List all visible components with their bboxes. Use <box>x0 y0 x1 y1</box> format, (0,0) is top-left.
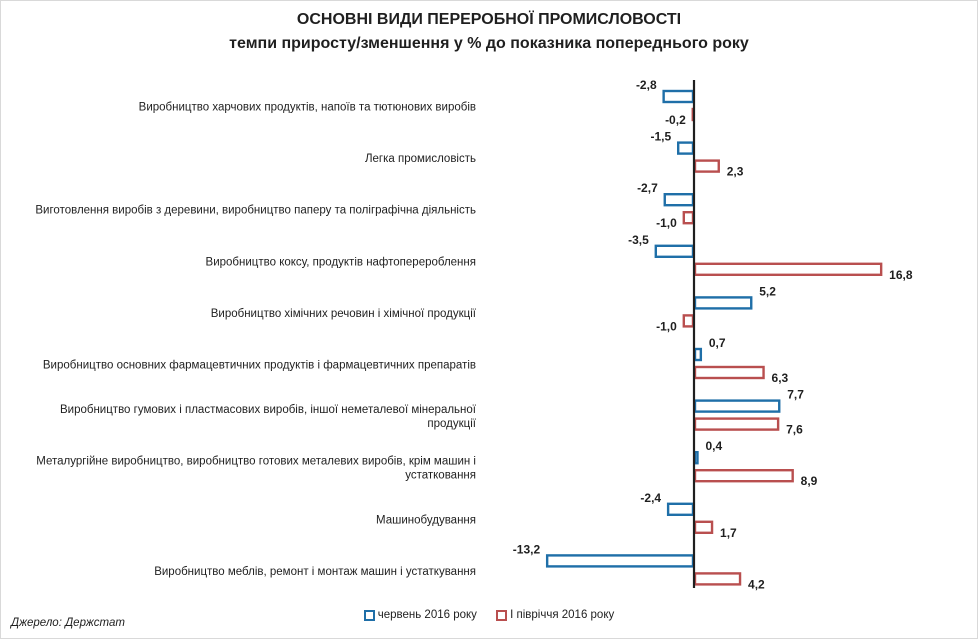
data-label: -1,0 <box>656 216 677 230</box>
category-label: Виробництво хімічних речовин і хімічної … <box>211 308 477 320</box>
category-label: Металургійне виробництво, виробництво го… <box>36 456 476 468</box>
legend-label-june: червень 2016 року <box>377 609 477 621</box>
legend-label-half-year: І півріччя 2016 року <box>510 609 615 621</box>
bar-june <box>662 89 695 104</box>
category-label: Виробництво меблів, ремонт і монтаж маши… <box>154 566 476 578</box>
bar-half-year <box>693 159 720 173</box>
bar-june <box>677 141 695 155</box>
category-label: Виробництво харчових продуктів, напоїв т… <box>139 102 476 114</box>
source-note: Джерело: Держстат <box>11 617 125 629</box>
legend-swatch-june <box>363 609 375 621</box>
bar-june <box>693 296 753 310</box>
bar-june <box>663 192 695 207</box>
bar-half-year <box>693 417 780 431</box>
category-label: Виготовлення виробів з деревини, виробни… <box>35 205 476 217</box>
data-label: 7,7 <box>787 388 804 402</box>
data-label: -1,0 <box>656 319 677 333</box>
bar-june <box>693 399 781 413</box>
data-label: 5,2 <box>759 284 776 298</box>
data-label: 0,7 <box>709 336 726 350</box>
bar-half-year <box>693 520 714 534</box>
bar-half-year <box>682 314 695 328</box>
bar-half-year <box>693 572 742 586</box>
bar-june <box>693 347 703 362</box>
data-label: 0,4 <box>705 439 722 453</box>
category-label: Легка промисловість <box>365 153 476 165</box>
category-label: Машинобудування <box>376 514 476 526</box>
bar-june <box>693 451 699 465</box>
data-label: 8,9 <box>801 474 818 488</box>
data-label: 1,7 <box>720 526 737 540</box>
data-label: 6,3 <box>772 371 789 385</box>
data-label: 7,6 <box>786 423 803 437</box>
data-label: -2,8 <box>636 78 657 92</box>
legend-item-half-year: І півріччя 2016 року <box>496 609 614 621</box>
bar-june <box>654 244 695 259</box>
data-label: 2,3 <box>727 165 744 179</box>
chart-subtitle: темпи приросту/зменшення у % до показник… <box>229 35 749 52</box>
bar-half-year <box>693 469 794 483</box>
bar-half-year <box>693 365 765 380</box>
legend: червень 2016 року І півріччя 2016 року <box>0 609 978 624</box>
data-label: -0,2 <box>665 113 686 127</box>
bar-half-year <box>693 262 883 276</box>
legend-item-june: червень 2016 року <box>363 609 477 621</box>
data-label: 16,8 <box>889 268 913 282</box>
bar-june <box>666 502 695 516</box>
category-label: Виробництво основних фармацевтичних прод… <box>43 360 476 372</box>
legend-swatch-half-year <box>496 609 508 621</box>
category-label: продукції <box>427 418 476 430</box>
category-label: устатковання <box>405 470 476 482</box>
data-label: -3,5 <box>628 233 649 247</box>
data-label: -13,2 <box>513 542 541 556</box>
data-label: -1,5 <box>651 130 672 144</box>
data-label: -2,4 <box>640 491 661 505</box>
data-label: -2,7 <box>637 181 658 195</box>
bar-june <box>545 554 695 568</box>
bar-half-year <box>682 210 695 225</box>
data-label: 4,2 <box>748 577 765 591</box>
category-label: Виробництво коксу, продуктів нафтопереро… <box>206 256 476 268</box>
chart-title: ОСНОВНІ ВИДИ ПЕРЕРОБНОЇ ПРОМИСЛОВОСТІ <box>296 11 682 28</box>
category-label: Виробництво гумових і пластмасових вироб… <box>60 404 477 416</box>
